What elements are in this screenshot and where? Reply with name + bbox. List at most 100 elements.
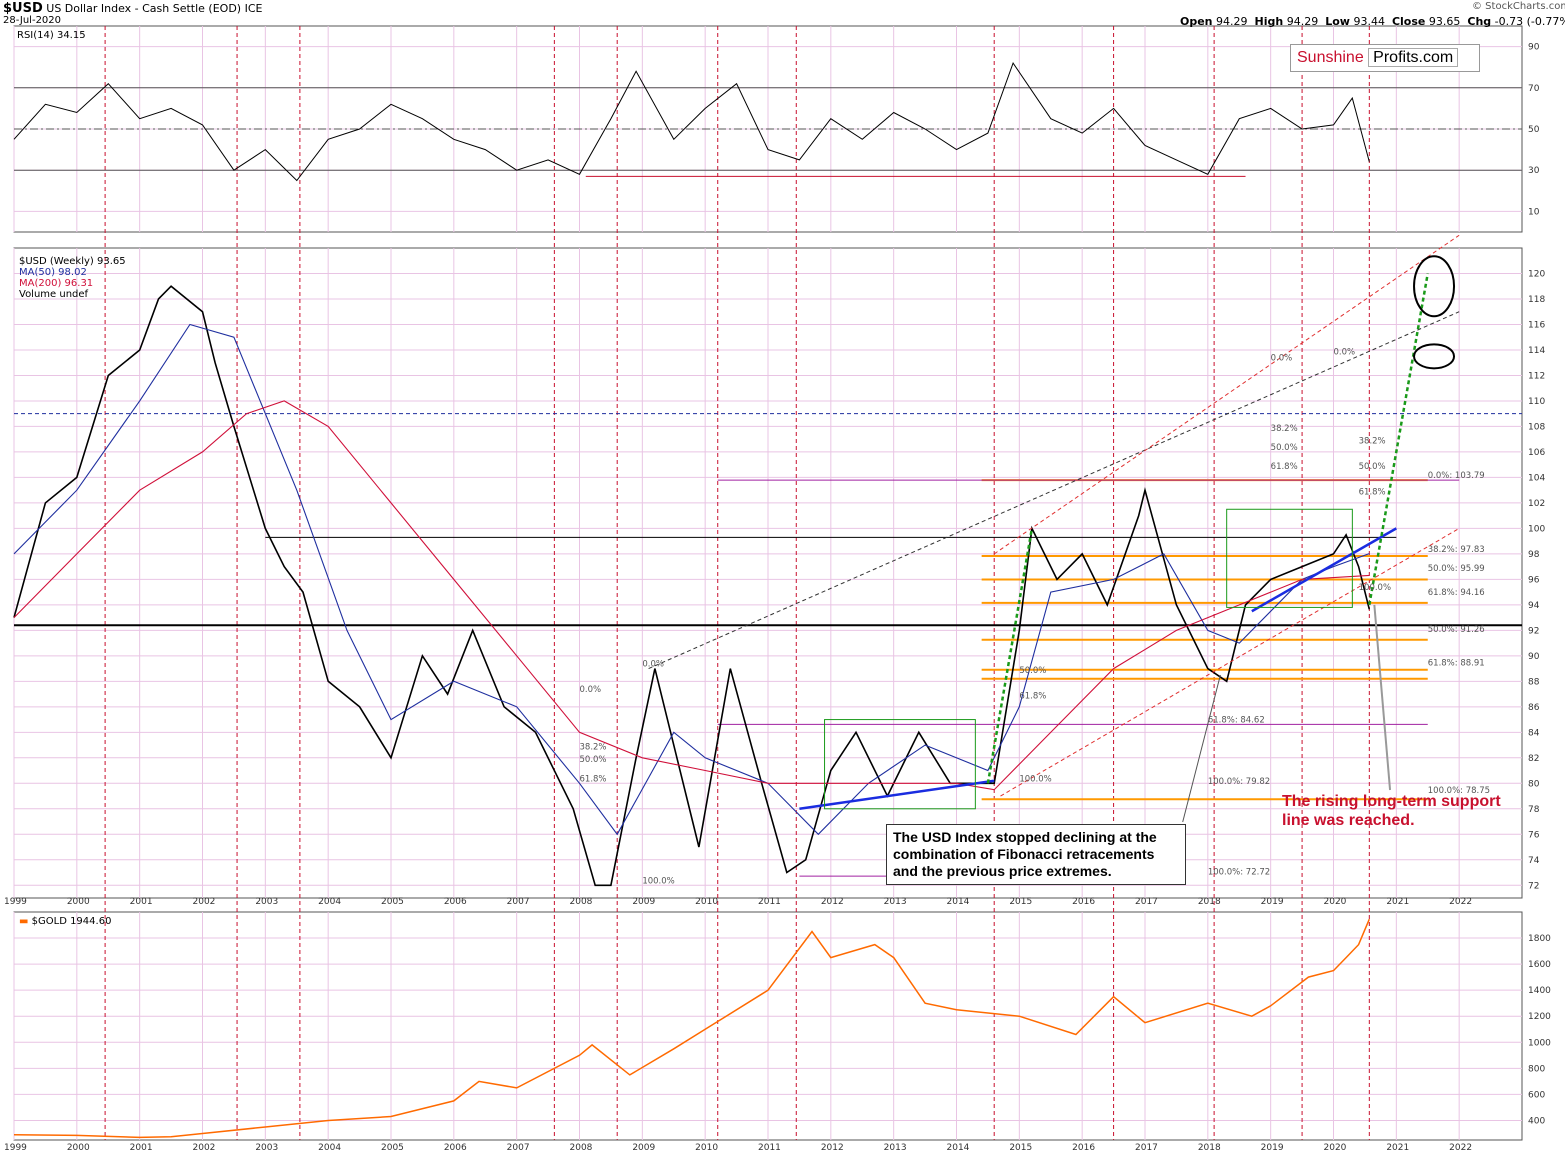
y-tick-label: 78 [1528,805,1540,815]
chg-label: Chg [1467,15,1492,28]
y-tick-label: 108 [1528,422,1545,432]
gold-price-line [13,918,1370,1139]
x-tick-label: 2004 [318,897,341,907]
fib-label: 100.0% [642,876,674,886]
gold-legend-swatch: ▬ [19,916,29,927]
fib-label: 100.0% [1019,774,1051,784]
x-tick-label: 2001 [130,1143,153,1153]
chg-value: -0.73 (-0.77%) [1494,15,1565,28]
projection-green-line [1368,273,1429,606]
x-tick-label: 2012 [821,1143,844,1153]
x-tick-label: 2022 [1449,897,1472,907]
x-tick-label: 2009 [632,897,655,907]
brand-sunshine: Sunshine [1297,49,1364,66]
fib-label: 38.2%: 97.83 [1428,545,1485,555]
y-tick-label: 84 [1528,728,1540,738]
usd-legend: $USD (Weekly) 93.65 [19,256,126,267]
fib-label: 61.8% [580,774,607,784]
usd-price-line [13,285,1371,887]
callout-pointer [1182,674,1221,823]
high-label: High [1254,15,1284,28]
x-tick-label: 2019 [1261,1143,1284,1153]
x-tick-label: 2016 [1072,897,1095,907]
x-tick-label: 2018 [1198,1143,1221,1153]
y-tick-label: 110 [1528,397,1545,407]
open-label: Open [1180,15,1213,28]
ma200-line [13,400,1370,791]
y-tick-label: 82 [1528,754,1539,764]
fib-label: 61.8%: 84.62 [1208,716,1265,726]
x-tick-label: 2011 [758,1143,781,1153]
x-tick-label: 2014 [947,1143,970,1153]
x-tick-label: 2010 [695,1143,718,1153]
close-label: Close [1391,15,1426,28]
y-tick-label: 76 [1528,830,1540,840]
fib-label: 50.0%: 95.99 [1428,564,1485,574]
fib-label: 61.8%: 88.91 [1428,658,1485,668]
y-tick-label: 600 [1528,1090,1545,1100]
x-tick-label: 2006 [444,897,467,907]
x-tick-label: 2015 [1009,897,1032,907]
y-tick-label: 114 [1528,346,1545,356]
target-ellipse [1413,343,1456,370]
x-tick-label: 2008 [570,897,593,907]
exchange: ICE [244,2,263,15]
x-tick-label: 2004 [318,1143,341,1153]
x-tick-label: 2002 [193,897,216,907]
fib-label: 61.8%: 94.16 [1428,588,1485,598]
y-tick-label: 72 [1528,881,1539,891]
y-tick-label: 120 [1528,269,1545,279]
rising-resistance-line [993,234,1460,555]
fibonacci-callout: The USD Index stopped declining at the c… [886,824,1186,885]
x-tick-label: 2000 [67,897,90,907]
fib-label: 100.0%: 78.75 [1428,786,1490,796]
blue-trendline [1251,527,1397,613]
y-tick-label: 30 [1528,166,1540,176]
x-tick-label: 2002 [193,1143,216,1153]
y-tick-label: 106 [1528,448,1545,458]
chart-date: 28-Jul-2020 [3,15,62,26]
fib-label: 100.0% [1359,583,1391,593]
y-tick-label: 96 [1528,575,1540,585]
x-tick-label: 2003 [255,897,278,907]
low-label: Low [1325,15,1350,28]
price-legend: $USD (Weekly) 93.65 MA(50) 98.02 MA(200)… [19,256,126,300]
fib-label: 61.8% [1271,462,1298,472]
x-tick-label: 2009 [632,1143,655,1153]
y-tick-label: 70 [1528,84,1540,94]
volume-legend: Volume undef [19,289,89,300]
ma200-legend: MA(200) 96.31 [19,278,94,289]
y-tick-label: 800 [1528,1064,1545,1074]
y-tick-label: 1000 [1528,1038,1551,1048]
rsi-legend-text: RSI(14) 34.15 [17,30,86,41]
x-tick-label: 2022 [1449,1143,1472,1153]
target-ellipse [1413,255,1456,318]
y-tick-label: 116 [1528,320,1545,330]
chart-title: $USD US Dollar Index - Cash Settle (EOD)… [3,1,262,16]
y-tick-label: 86 [1528,703,1540,713]
x-tick-label: 2013 [884,897,907,907]
y-tick-label: 10 [1528,207,1540,217]
fib-label: 50.0% [1019,666,1046,676]
projection-green-line [986,528,1034,784]
x-tick-label: 1999 [4,897,27,907]
x-tick-label: 2008 [570,1143,593,1153]
x-tick-label: 2021 [1386,897,1409,907]
brand-profits: Profits.com [1368,48,1459,67]
y-tick-label: 1200 [1528,1012,1551,1022]
fib-label: 100.0%: 79.82 [1208,777,1270,787]
x-tick-label: 2012 [821,897,844,907]
green-pattern-box [1226,508,1353,608]
fib-label: 50.0% [1271,443,1298,453]
y-tick-label: 50 [1528,125,1540,135]
x-tick-label: 2016 [1072,1143,1095,1153]
x-tick-label: 2011 [758,897,781,907]
gold-legend: ▬ $GOLD 1944.60 [19,916,111,927]
fib-label: 0.0% [1271,354,1293,364]
ma50-line [13,323,1370,836]
x-tick-label: 2020 [1324,897,1347,907]
x-tick-label: 2007 [507,1143,530,1153]
watermark: © StockCharts.com [1472,1,1565,12]
y-tick-label: 74 [1528,856,1540,866]
y-tick-label: 94 [1528,601,1540,611]
